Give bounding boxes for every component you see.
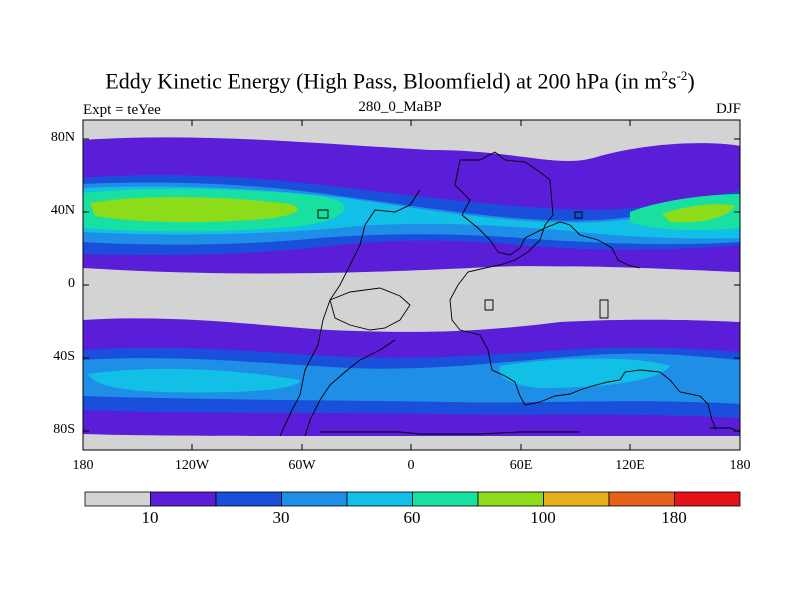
colorbar-swatch	[412, 491, 479, 507]
y-tick-label: 80N	[50, 130, 75, 145]
colorbar-swatch	[543, 491, 610, 507]
colorbar-label: 100	[530, 508, 556, 527]
y-tick-label: 0	[68, 276, 75, 291]
colorbar-label: 30	[272, 508, 290, 527]
y-axis-ticks	[83, 138, 740, 432]
x-tick-label: 120E	[615, 458, 645, 473]
experiment-label: Expt = teYee	[83, 102, 161, 118]
contour-band-low	[83, 436, 740, 450]
contour-band-60	[499, 358, 670, 388]
x-tick-label: 180	[729, 458, 751, 473]
x-tick-label: 60E	[509, 458, 533, 473]
colorbar-swatch	[150, 491, 217, 507]
contour-band-100	[662, 204, 735, 223]
contour-band-low	[83, 266, 740, 336]
contour-band-60	[88, 368, 300, 393]
colorbar-label: 10	[141, 508, 159, 527]
colorbar-swatch	[608, 491, 675, 507]
x-axis-ticks	[82, 120, 741, 450]
colorbar-swatch	[215, 491, 282, 507]
colorbar-label: 180	[661, 508, 687, 527]
x-tick-label: 120W	[174, 458, 210, 473]
colorbar-swatch	[477, 491, 544, 507]
colorbar	[84, 491, 741, 507]
y-tick-label: 40S	[53, 349, 75, 364]
contour-field	[83, 120, 740, 450]
colorbar-swatch	[84, 491, 151, 507]
coastlines	[279, 151, 740, 437]
colorbar-label: 60	[403, 508, 421, 527]
x-tick-label: 180	[72, 458, 94, 473]
colorbar-swatch	[346, 491, 413, 507]
x-tick-label: 60W	[288, 458, 316, 473]
season-label: DJF	[715, 101, 741, 117]
y-tick-label: 80S	[53, 422, 75, 437]
plot-title: Eddy Kinetic Energy (High Pass, Bloomfie…	[105, 68, 695, 94]
colorbar-swatch	[281, 491, 348, 507]
y-tick-label: 40N	[50, 203, 75, 218]
run-label: 280_0_MaBP	[358, 99, 442, 115]
contour-band-100	[90, 197, 298, 223]
x-tick-label: 0	[407, 458, 415, 473]
colorbar-swatch	[674, 491, 741, 507]
